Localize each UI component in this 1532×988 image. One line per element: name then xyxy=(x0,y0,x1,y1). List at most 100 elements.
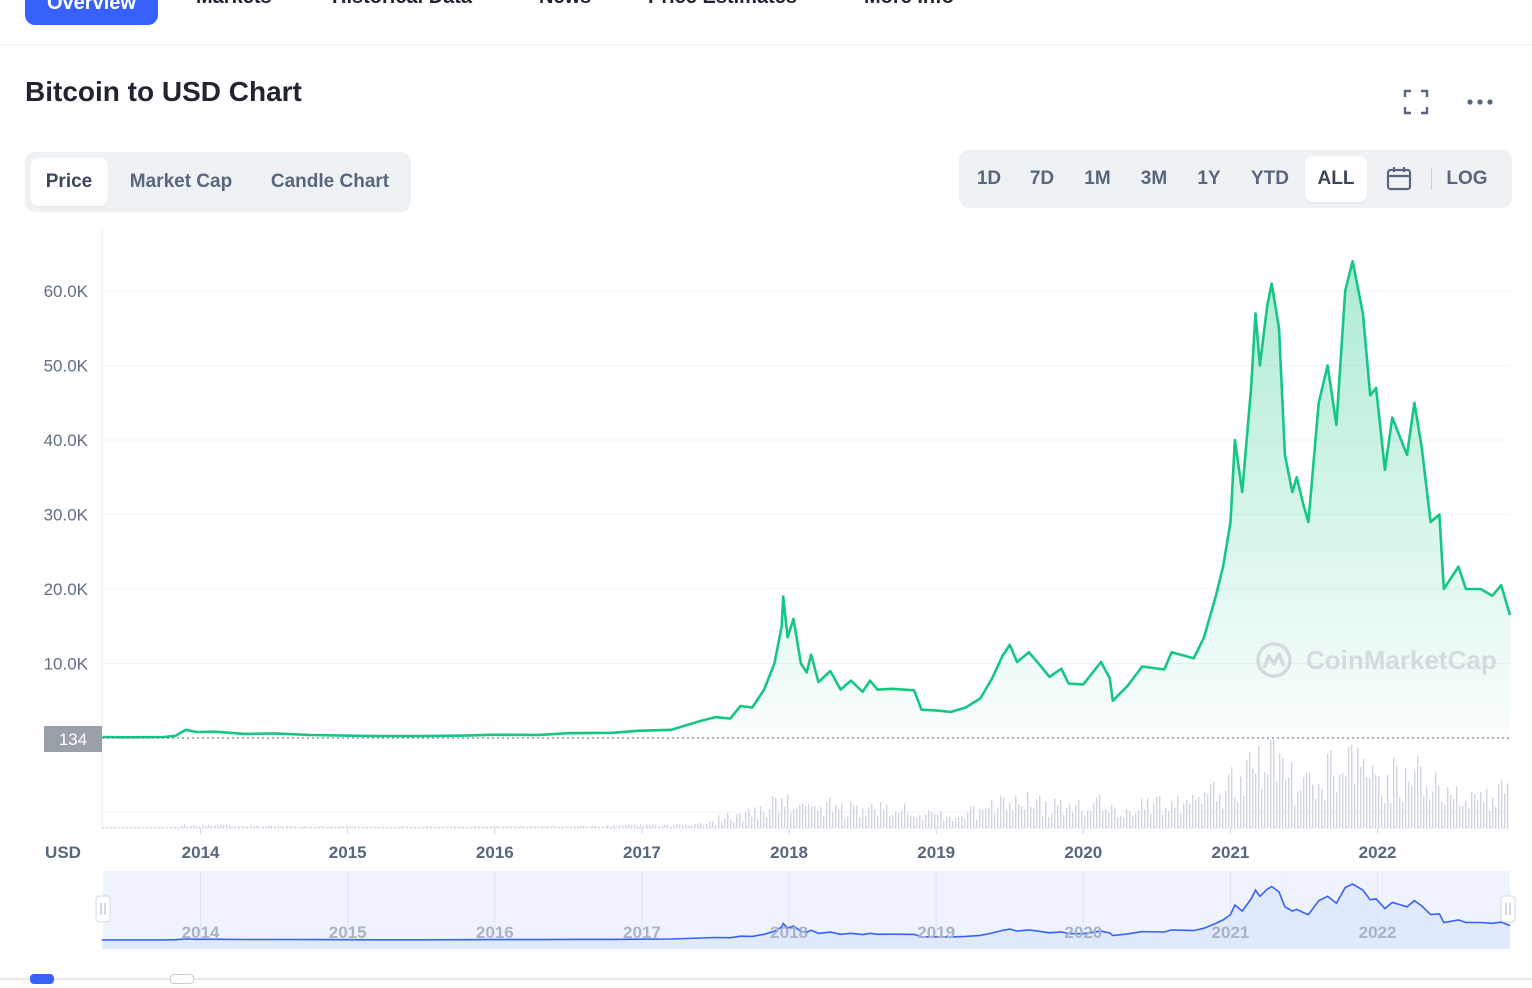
volume-bar xyxy=(1357,747,1359,828)
volume-bar xyxy=(160,827,162,828)
y-tick-label: 60.0K xyxy=(44,282,89,301)
volume-bar xyxy=(472,826,474,828)
navigator-tick-label: 2018 xyxy=(770,923,808,942)
volume-bar xyxy=(475,826,477,828)
btc-toggle[interactable] xyxy=(170,974,194,984)
volume-bar xyxy=(697,823,699,828)
watermark-text: CoinMarketCap xyxy=(1306,645,1497,675)
volume-bar xyxy=(931,812,933,828)
volume-bar xyxy=(1021,805,1023,828)
volume-bar xyxy=(769,809,771,828)
volume-bar xyxy=(1435,771,1437,828)
volume-bar xyxy=(1159,796,1161,828)
volume-bar xyxy=(1333,775,1335,828)
volume-bar xyxy=(1237,801,1239,828)
volume-bar xyxy=(850,801,852,828)
range-all[interactable]: ALL xyxy=(1305,156,1367,202)
volume-bar xyxy=(1396,765,1398,828)
volume-bar xyxy=(340,826,342,828)
volume-bar xyxy=(1456,786,1458,828)
volume-bar xyxy=(1330,750,1332,828)
volume-bar xyxy=(778,812,780,828)
volume-bar xyxy=(988,807,990,828)
volume-bar xyxy=(157,827,159,828)
volume-bar xyxy=(481,826,483,828)
volume-bar xyxy=(274,826,276,828)
tab-market-cap[interactable]: Market Cap xyxy=(129,171,233,192)
volume-bar xyxy=(667,824,669,828)
navigator-handle-left[interactable] xyxy=(95,895,111,923)
volume-bar xyxy=(955,817,957,828)
volume-bar xyxy=(1177,796,1179,828)
volume-bar xyxy=(1000,795,1002,828)
volume-bar xyxy=(877,815,879,828)
volume-bar xyxy=(679,824,681,828)
y-tick-label: 10.0K xyxy=(44,655,89,674)
volume-bar xyxy=(571,826,573,828)
volume-bar xyxy=(856,805,858,828)
volume-bar xyxy=(358,826,360,828)
volume-bar xyxy=(1144,809,1146,828)
volume-bar xyxy=(337,827,339,828)
price-area xyxy=(102,261,1510,738)
volume-bar xyxy=(250,825,252,828)
volume-bar xyxy=(1132,815,1134,828)
more-button[interactable] xyxy=(1460,82,1500,122)
x-tick-label: 2018 xyxy=(770,843,808,862)
volume-bar xyxy=(928,810,930,828)
volume-bar xyxy=(841,803,843,828)
volume-bar xyxy=(253,826,255,828)
tab-news[interactable]: News xyxy=(539,0,591,9)
volume-bar xyxy=(1309,772,1311,828)
range-1y[interactable]: 1Y xyxy=(1197,168,1221,189)
tab-overview[interactable]: Overview xyxy=(25,0,158,25)
tab-price[interactable]: Price xyxy=(30,158,108,206)
volume-bar xyxy=(322,825,324,828)
tab-markets[interactable]: Markets xyxy=(196,0,272,9)
tab-price-estimates[interactable]: Price Estimates xyxy=(648,0,797,9)
navigator-handle-right[interactable] xyxy=(1500,895,1516,923)
volume-bar xyxy=(991,800,993,828)
volume-bar xyxy=(727,812,729,828)
volume-bar xyxy=(1228,774,1230,828)
volume-bar xyxy=(301,826,303,828)
tab-more-info[interactable]: More Info xyxy=(864,0,954,9)
volume-bar xyxy=(835,804,837,828)
range-log[interactable]: LOG xyxy=(1446,168,1488,189)
volume-bar xyxy=(967,812,969,828)
volume-bar xyxy=(316,826,318,828)
volume-bar xyxy=(286,825,288,828)
volume-bar xyxy=(346,826,348,828)
range-ytd[interactable]: YTD xyxy=(1251,168,1289,189)
volume-bar xyxy=(1462,805,1464,828)
volume-bar xyxy=(802,804,804,828)
volume-bar xyxy=(1051,813,1053,828)
range-1d[interactable]: 1D xyxy=(976,168,1002,189)
fullscreen-button[interactable] xyxy=(1396,82,1436,122)
range-3m[interactable]: 3M xyxy=(1140,168,1168,189)
calendar-button[interactable] xyxy=(1367,155,1431,203)
tab-historical-data[interactable]: Historical Data xyxy=(332,0,472,9)
y-tick-label: 50.0K xyxy=(44,357,89,376)
volume-bar xyxy=(427,826,429,828)
volume-bar xyxy=(1375,774,1377,828)
tab-candle-chart[interactable]: Candle Chart xyxy=(270,171,390,192)
volume-bar xyxy=(1222,808,1224,828)
volume-bar xyxy=(1498,783,1500,828)
volume-bar xyxy=(484,827,486,828)
volume-bar xyxy=(1153,803,1155,828)
volume-bar xyxy=(1276,780,1278,828)
volume-bar xyxy=(106,826,108,828)
usd-toggle[interactable] xyxy=(30,974,54,984)
volume-bar xyxy=(1393,757,1395,828)
range-7d[interactable]: 7D xyxy=(1029,168,1055,189)
volume-bar xyxy=(1402,801,1404,828)
volume-bar xyxy=(508,826,510,828)
range-1m[interactable]: 1M xyxy=(1084,168,1111,189)
volume-bar xyxy=(796,808,798,828)
volume-bar xyxy=(733,822,735,828)
volume-bar xyxy=(826,801,828,828)
volume-bar xyxy=(589,826,591,828)
